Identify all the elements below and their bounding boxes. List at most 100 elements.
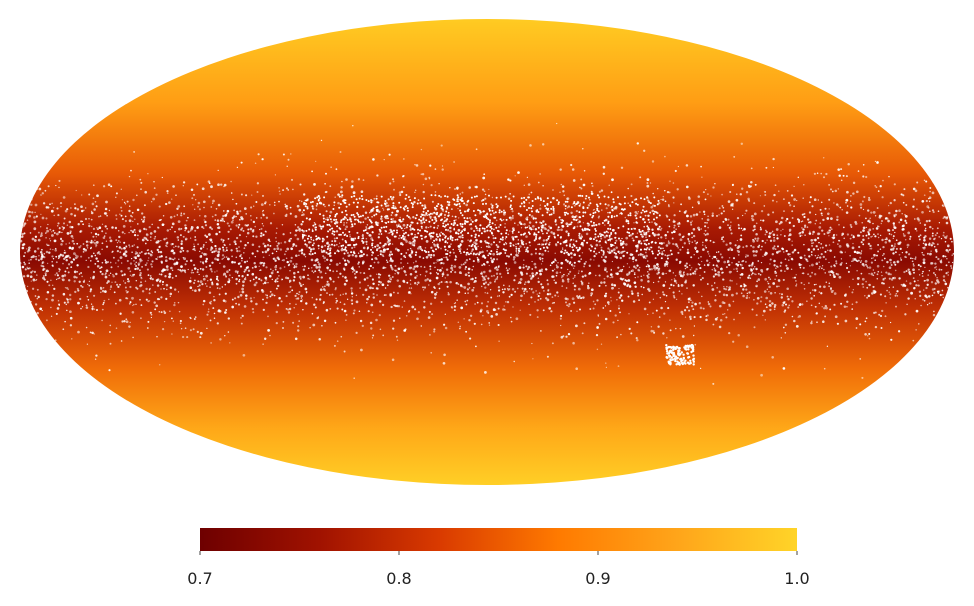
speckle: [667, 241, 671, 245]
speckle: [442, 361, 446, 365]
speckle: [888, 286, 890, 289]
speckle: [264, 250, 268, 254]
speckle: [718, 226, 722, 229]
speckle: [437, 282, 440, 286]
speckle: [739, 193, 743, 196]
speckle: [633, 281, 637, 285]
speckle: [255, 302, 258, 306]
speckle: [244, 276, 247, 279]
speckle: [231, 276, 233, 279]
speckle: [221, 219, 224, 222]
speckle: [575, 324, 578, 328]
speckle: [387, 198, 390, 201]
speckle: [831, 190, 834, 193]
speckle: [738, 312, 741, 314]
speckle: [390, 305, 393, 309]
speckle: [359, 319, 363, 323]
speckle: [449, 255, 451, 257]
speckle: [686, 273, 689, 276]
speckle: [460, 306, 464, 310]
speckle: [449, 186, 451, 189]
speckle: [890, 338, 893, 341]
speckle: [643, 307, 647, 311]
speckle: [46, 229, 49, 233]
speckle: [540, 263, 543, 265]
speckle: [589, 308, 592, 310]
speckle: [672, 230, 676, 234]
speckle: [893, 261, 896, 264]
speckle: [609, 310, 612, 312]
speckle: [153, 237, 156, 240]
speckle: [196, 226, 199, 229]
speckle: [731, 261, 733, 264]
speckle: [148, 300, 151, 302]
speckle: [712, 186, 715, 189]
speckle: [752, 245, 755, 249]
speckle: [213, 299, 216, 302]
speckle: [725, 316, 728, 319]
speckle: [412, 237, 415, 240]
speckle: [389, 294, 392, 297]
speckle: [403, 158, 405, 160]
speckle: [27, 210, 31, 214]
speckle: [749, 185, 753, 188]
speckle: [824, 304, 827, 308]
speckle: [173, 246, 175, 248]
speckle: [68, 242, 71, 244]
speckle: [716, 251, 718, 253]
speckle: [224, 250, 226, 253]
speckle: [530, 276, 533, 280]
speckle: [945, 249, 949, 252]
speckle: [541, 270, 543, 272]
speckle: [611, 260, 614, 263]
speckle: [887, 204, 890, 207]
speckle: [623, 250, 626, 253]
speckle: [628, 257, 631, 260]
speckle: [945, 272, 948, 275]
speckle: [613, 244, 615, 247]
speckle: [473, 322, 476, 325]
speckle: [780, 230, 782, 232]
speckle: [578, 295, 581, 297]
speckle: [234, 297, 237, 300]
speckle: [706, 263, 710, 267]
speckle: [659, 296, 662, 299]
speckle: [148, 257, 150, 259]
speckle: [483, 263, 486, 266]
speckle: [135, 279, 138, 282]
speckle: [828, 235, 830, 237]
speckle: [269, 295, 272, 298]
speckle: [919, 274, 921, 276]
speckle: [69, 310, 72, 314]
speckle: [704, 229, 707, 232]
speckle: [526, 268, 529, 271]
speckle: [279, 248, 283, 251]
speckle: [446, 281, 449, 284]
speckle: [507, 178, 510, 181]
speckle: [531, 260, 533, 263]
speckle: [324, 183, 326, 185]
speckle: [224, 244, 226, 247]
speckle: [288, 263, 291, 265]
speckle: [924, 243, 928, 246]
speckle: [515, 252, 518, 254]
speckle: [546, 283, 550, 286]
speckle: [29, 232, 32, 234]
speckle: [121, 218, 124, 221]
speckle: [53, 232, 56, 234]
speckle: [407, 248, 409, 251]
speckle: [25, 289, 28, 293]
speckle: [693, 316, 696, 319]
speckle: [396, 279, 400, 282]
speckle: [926, 297, 928, 299]
speckle: [828, 198, 831, 201]
speckle: [590, 294, 593, 297]
speckle: [343, 224, 345, 226]
speckle: [395, 335, 398, 338]
speckle: [298, 291, 301, 293]
speckle: [538, 236, 542, 239]
speckle: [283, 266, 286, 268]
speckle: [34, 211, 36, 214]
speckle: [450, 264, 453, 267]
speckle: [450, 243, 452, 245]
